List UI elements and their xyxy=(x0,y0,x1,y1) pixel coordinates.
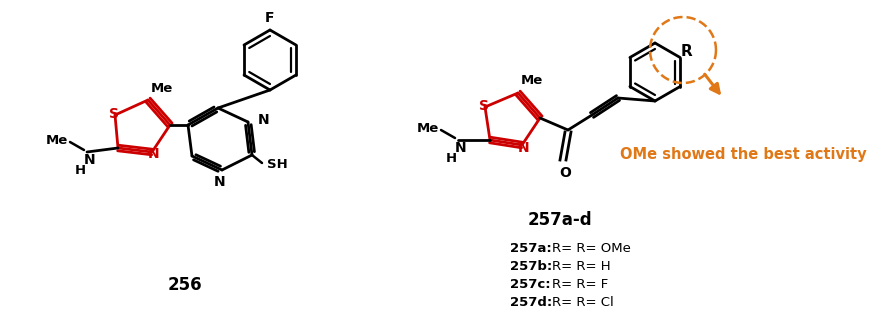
Text: 256: 256 xyxy=(167,276,202,294)
Text: SH: SH xyxy=(267,159,288,171)
Text: H: H xyxy=(74,163,86,177)
Text: O: O xyxy=(559,166,571,180)
Text: OMe showed the best activity: OMe showed the best activity xyxy=(620,148,867,162)
Text: N: N xyxy=(148,147,159,161)
Text: Me: Me xyxy=(46,134,68,146)
Text: 257a-d: 257a-d xyxy=(528,211,593,229)
Text: Me: Me xyxy=(417,122,439,134)
Text: H: H xyxy=(446,152,456,164)
Text: Me: Me xyxy=(151,82,173,94)
Text: R= R= F: R= R= F xyxy=(552,277,609,291)
Text: R= R= H: R= R= H xyxy=(552,259,610,273)
Text: N: N xyxy=(518,141,530,155)
Text: 257a:: 257a: xyxy=(510,241,552,255)
Text: S: S xyxy=(109,107,119,121)
Text: N: N xyxy=(455,141,467,155)
Text: R: R xyxy=(681,45,693,59)
Text: 257b:: 257b: xyxy=(510,259,552,273)
Text: 257c:: 257c: xyxy=(510,277,550,291)
Text: S: S xyxy=(479,99,489,113)
Text: N: N xyxy=(214,175,226,189)
Text: F: F xyxy=(265,11,275,25)
Text: R= R= OMe: R= R= OMe xyxy=(552,241,631,255)
Text: Me: Me xyxy=(521,74,543,88)
Text: 257d:: 257d: xyxy=(510,296,552,308)
Text: N: N xyxy=(258,113,269,127)
Text: R= R= Cl: R= R= Cl xyxy=(552,296,614,308)
Text: N: N xyxy=(84,153,96,167)
